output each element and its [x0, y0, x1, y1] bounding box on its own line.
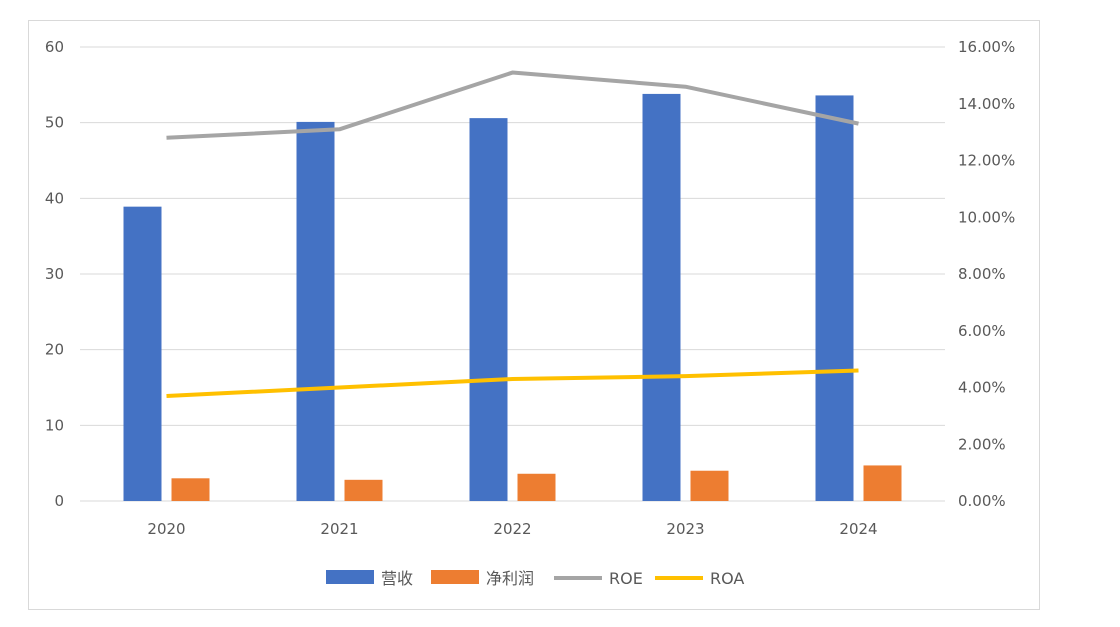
right-axis-tick-label: 12.00%: [958, 152, 1015, 170]
legend-swatch-净利润[interactable]: [431, 570, 479, 584]
bar-营收-2023[interactable]: [642, 93, 681, 501]
right-axis-tick-label: 8.00%: [958, 265, 1006, 283]
left-axis-tick-label: 50: [45, 114, 64, 132]
bar-营收-2024[interactable]: [815, 95, 854, 501]
chart-frame: [28, 20, 1040, 610]
x-axis-tick-label: 2023: [666, 520, 704, 538]
legend-label-ROA[interactable]: ROA: [710, 569, 744, 588]
x-axis-tick-label: 2022: [493, 520, 531, 538]
legend-swatch-营收[interactable]: [326, 570, 374, 584]
bar-净利润-2023[interactable]: [690, 470, 729, 501]
left-axis-tick-label: 30: [45, 265, 64, 283]
x-axis-tick-label: 2024: [839, 520, 877, 538]
bar-净利润-2021[interactable]: [344, 479, 383, 501]
left-axis-tick-label: 10: [45, 416, 64, 434]
right-axis-tick-label: 14.00%: [958, 95, 1015, 113]
left-axis-tick-label: 60: [45, 38, 64, 56]
bar-营收-2022[interactable]: [469, 118, 508, 502]
x-axis-tick-label: 2020: [147, 520, 185, 538]
legend-label-ROE[interactable]: ROE: [609, 569, 643, 588]
left-axis-tick-label: 20: [45, 341, 64, 359]
right-axis-tick-label: 6.00%: [958, 322, 1006, 340]
right-axis-tick-label: 16.00%: [958, 38, 1015, 56]
bar-净利润-2024[interactable]: [863, 465, 902, 501]
right-axis-tick-label: 2.00%: [958, 435, 1006, 453]
legend-label-营收[interactable]: 营收: [381, 569, 413, 588]
right-axis-tick-label: 10.00%: [958, 208, 1015, 226]
left-axis-tick-label: 0: [54, 492, 64, 510]
line-series-ROE[interactable]: [166, 70, 859, 140]
right-axis-tick-label: 0.00%: [958, 492, 1006, 510]
right-axis-tick-label: 4.00%: [958, 379, 1006, 397]
bar-净利润-2020[interactable]: [171, 478, 210, 501]
line-series-ROA[interactable]: [166, 368, 859, 399]
bar-净利润-2022[interactable]: [517, 473, 556, 501]
left-axis-tick-label: 40: [45, 189, 64, 207]
bar-营收-2020[interactable]: [123, 206, 162, 501]
x-axis-tick-label: 2021: [320, 520, 358, 538]
legend-label-净利润[interactable]: 净利润: [486, 569, 534, 588]
bar-营收-2021[interactable]: [296, 121, 335, 501]
